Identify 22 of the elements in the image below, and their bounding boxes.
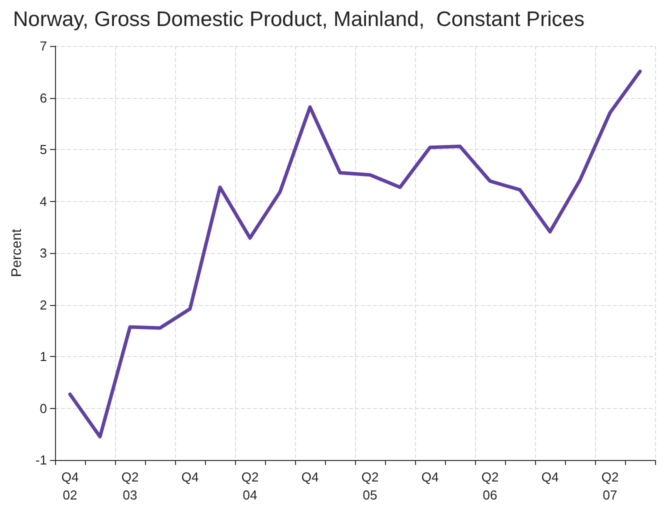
y-tick-label: 2	[40, 297, 47, 312]
y-tick-label: 6	[40, 90, 47, 106]
y-tick-label: 0	[40, 400, 47, 416]
y-tick-label: -1	[35, 452, 47, 468]
x-tick-label: Q4	[421, 470, 439, 484]
y-axis-title: Percent	[8, 228, 24, 278]
x-tick-label: Q2 07	[601, 470, 619, 502]
line-series	[68, 70, 642, 438]
y-tick-label: 5	[40, 142, 47, 157]
y-tick-label: 4	[40, 194, 47, 209]
y-tick-label: 3	[40, 246, 47, 260]
x-tick-label: Q2 06	[481, 470, 499, 502]
x-tick-label: Q2 05	[361, 470, 379, 502]
x-tick-label: Q2 03	[121, 470, 139, 502]
x-tick-label: Q4	[541, 470, 559, 484]
x-tick-label: Q4 02	[61, 470, 79, 502]
x-tick-label: Q4	[181, 470, 199, 484]
y-tick-label: 7	[40, 38, 47, 54]
x-tick-label: Q2 04	[241, 470, 259, 502]
chart-title: Norway, Gross Domestic Product, Mainland, Constant Prices	[13, 8, 584, 31]
y-tick-label: 1	[40, 349, 47, 364]
x-tick-label: Q4	[301, 470, 319, 484]
